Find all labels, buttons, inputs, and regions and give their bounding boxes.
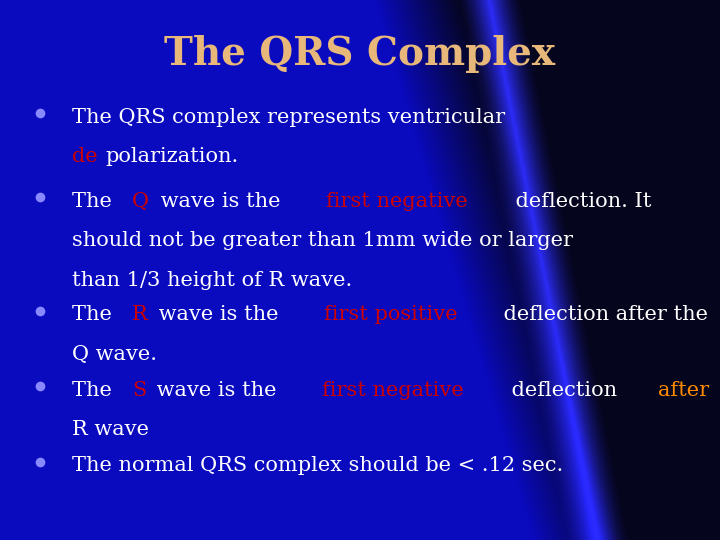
Text: deflection: deflection: [505, 381, 624, 400]
Text: The QRS complex represents ventricular: The QRS complex represents ventricular: [72, 108, 505, 127]
Text: deflection after the: deflection after the: [497, 305, 708, 324]
Text: The: The: [72, 192, 119, 211]
Text: The: The: [72, 381, 119, 400]
Text: wave is the: wave is the: [150, 381, 284, 400]
Text: wave is the: wave is the: [153, 305, 285, 324]
Text: first positive: first positive: [324, 305, 458, 324]
Text: wave is the: wave is the: [154, 192, 287, 211]
Text: polarization.: polarization.: [105, 147, 238, 166]
Text: should not be greater than 1mm wide or larger: should not be greater than 1mm wide or l…: [72, 231, 573, 250]
Text: deflection. It: deflection. It: [508, 192, 651, 211]
Text: R: R: [132, 305, 148, 324]
Text: Q wave.: Q wave.: [72, 345, 157, 363]
Text: R wave: R wave: [72, 420, 149, 439]
Text: first negative: first negative: [322, 381, 464, 400]
Text: The: The: [72, 305, 119, 324]
Text: than 1/3 height of R wave.: than 1/3 height of R wave.: [72, 271, 352, 289]
Text: de: de: [72, 147, 98, 166]
Text: The normal QRS complex should be < .12 sec.: The normal QRS complex should be < .12 s…: [72, 456, 563, 475]
Text: S: S: [132, 381, 146, 400]
Text: after: after: [658, 381, 709, 400]
Text: first negative: first negative: [325, 192, 467, 211]
Text: The QRS Complex: The QRS Complex: [164, 35, 556, 73]
Text: Q: Q: [132, 192, 149, 211]
